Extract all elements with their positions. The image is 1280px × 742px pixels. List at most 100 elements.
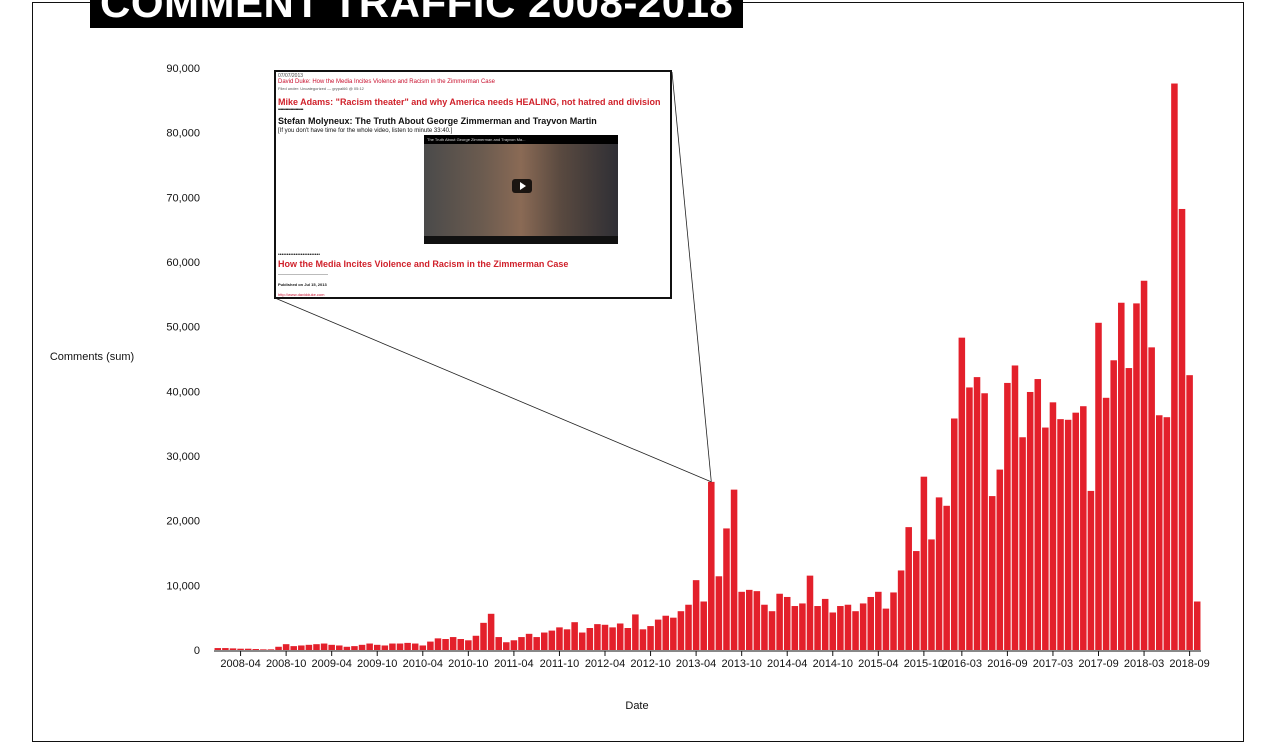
- chart-title: COMMENT TRAFFIC 2008-2018: [90, 0, 744, 28]
- x-tick-label: 2012-04: [585, 658, 625, 670]
- bar-1: [222, 648, 229, 650]
- bar-89: [890, 592, 897, 650]
- bar-34: [472, 635, 480, 650]
- bar-45: [556, 627, 563, 650]
- bar-0: [214, 648, 222, 650]
- bar-78: [806, 575, 814, 650]
- bar-119: [1118, 302, 1125, 650]
- bar-58: [654, 619, 662, 650]
- x-axis-title: Date: [625, 700, 648, 712]
- bar-107: [1026, 391, 1034, 650]
- bar-124: [1155, 415, 1163, 650]
- inset-headline-1[interactable]: Mike Adams: "Racism theater" and why Ame…: [278, 97, 661, 107]
- bar-65: [708, 481, 715, 650]
- video-controls[interactable]: [424, 236, 618, 244]
- bar-37: [495, 637, 502, 650]
- bar-109: [1042, 427, 1049, 650]
- x-tick-label: 2008-10: [266, 658, 306, 670]
- bar-29: [434, 638, 442, 650]
- bar-52: [609, 627, 616, 650]
- y-tick-label: 80,000: [166, 128, 200, 140]
- bar-115: [1087, 490, 1095, 650]
- x-tick-label: 2009-04: [311, 658, 351, 670]
- bar-24: [396, 643, 404, 650]
- bar-64: [700, 601, 707, 650]
- bar-111: [1057, 419, 1064, 650]
- bar-28: [427, 641, 434, 650]
- bar-116: [1095, 322, 1102, 650]
- bar-97: [950, 418, 958, 650]
- bar-31: [449, 637, 457, 650]
- bar-72: [761, 604, 768, 650]
- bar-92: [913, 551, 920, 650]
- inset-link-small[interactable]: David Duke: How the Media Incites Violen…: [278, 79, 495, 85]
- inset-url[interactable]: http://www.davidduke.com: [278, 292, 325, 297]
- bar-80: [821, 598, 829, 650]
- bar-101: [981, 393, 988, 650]
- bar-98: [958, 337, 966, 650]
- bar-106: [1019, 437, 1026, 650]
- bar-20: [366, 643, 373, 650]
- bar-39: [510, 640, 518, 650]
- bar-3: [237, 648, 244, 650]
- bar-14: [320, 643, 328, 650]
- bar-114: [1080, 406, 1087, 650]
- play-icon[interactable]: [512, 179, 532, 193]
- bar-117: [1102, 397, 1110, 650]
- callout-line: [274, 297, 712, 483]
- x-tick-label: 2008-04: [220, 658, 260, 670]
- bar-50: [594, 624, 601, 650]
- x-tick-label: 2011-10: [540, 658, 580, 670]
- bar-11: [298, 645, 305, 650]
- bar-26: [411, 643, 419, 650]
- bar-83: [844, 604, 852, 650]
- bar-96: [943, 505, 950, 650]
- bar-13: [313, 644, 320, 650]
- bar-40: [518, 637, 525, 650]
- callout-line: [671, 71, 712, 482]
- inset-note: [If you don't have time for the whole vi…: [278, 128, 453, 134]
- bar-12: [305, 644, 313, 650]
- x-tick-label: 2016-03: [942, 658, 982, 670]
- x-tick-label: 2014-04: [767, 658, 807, 670]
- bars: [214, 83, 1201, 650]
- bar-70: [745, 589, 753, 650]
- y-tick-label: 40,000: [166, 386, 200, 398]
- x-tick-label: 2012-10: [630, 658, 670, 670]
- screenshot-inset: 07/07/2013 David Duke: How the Media Inc…: [274, 70, 672, 299]
- bar-9: [282, 644, 290, 650]
- bar-102: [988, 496, 996, 650]
- bar-2: [229, 648, 237, 650]
- inset-date: 07/07/2013: [278, 73, 304, 79]
- y-tick-label: 20,000: [166, 516, 200, 528]
- bar-48: [578, 632, 586, 650]
- bar-90: [897, 570, 905, 650]
- bar-100: [973, 377, 981, 650]
- bar-60: [670, 617, 677, 650]
- video-player[interactable]: The Truth About George Zimmerman and Tra…: [424, 135, 618, 244]
- bar-125: [1163, 417, 1171, 650]
- inset-headline-3[interactable]: How the Media Incites Violence and Racis…: [278, 259, 569, 269]
- x-tick-label: 2009-10: [357, 658, 397, 670]
- inset-published: Published on Jul 15, 2013: [278, 282, 327, 287]
- y-tick-label: 10,000: [166, 580, 200, 592]
- bar-10: [290, 646, 297, 650]
- y-axis-title: Comments (sum): [50, 351, 134, 363]
- bar-104: [1004, 382, 1011, 650]
- inset-headline-2: Stefan Molyneux: The Truth About George …: [278, 116, 597, 126]
- bar-56: [639, 629, 647, 650]
- video-title: The Truth About George Zimmerman and Tra…: [424, 135, 618, 144]
- bar-74: [776, 593, 783, 650]
- x-axis: 2008-04 2008-10 2009-04 2009-10 2010-04 2010-…: [214, 650, 1210, 670]
- bar-6: [260, 649, 267, 650]
- bar-8: [275, 646, 282, 650]
- bar-51: [601, 624, 609, 650]
- bar-38: [503, 642, 510, 650]
- x-tick-label: 2016-09: [987, 658, 1027, 670]
- x-tick-label: 2014-10: [813, 658, 853, 670]
- inset-meta: Filed under: Uncategorized — grypal66 @ …: [278, 86, 364, 91]
- bar-54: [624, 628, 632, 650]
- bar-76: [791, 606, 799, 650]
- bar-23: [389, 643, 396, 650]
- bar-99: [966, 387, 973, 650]
